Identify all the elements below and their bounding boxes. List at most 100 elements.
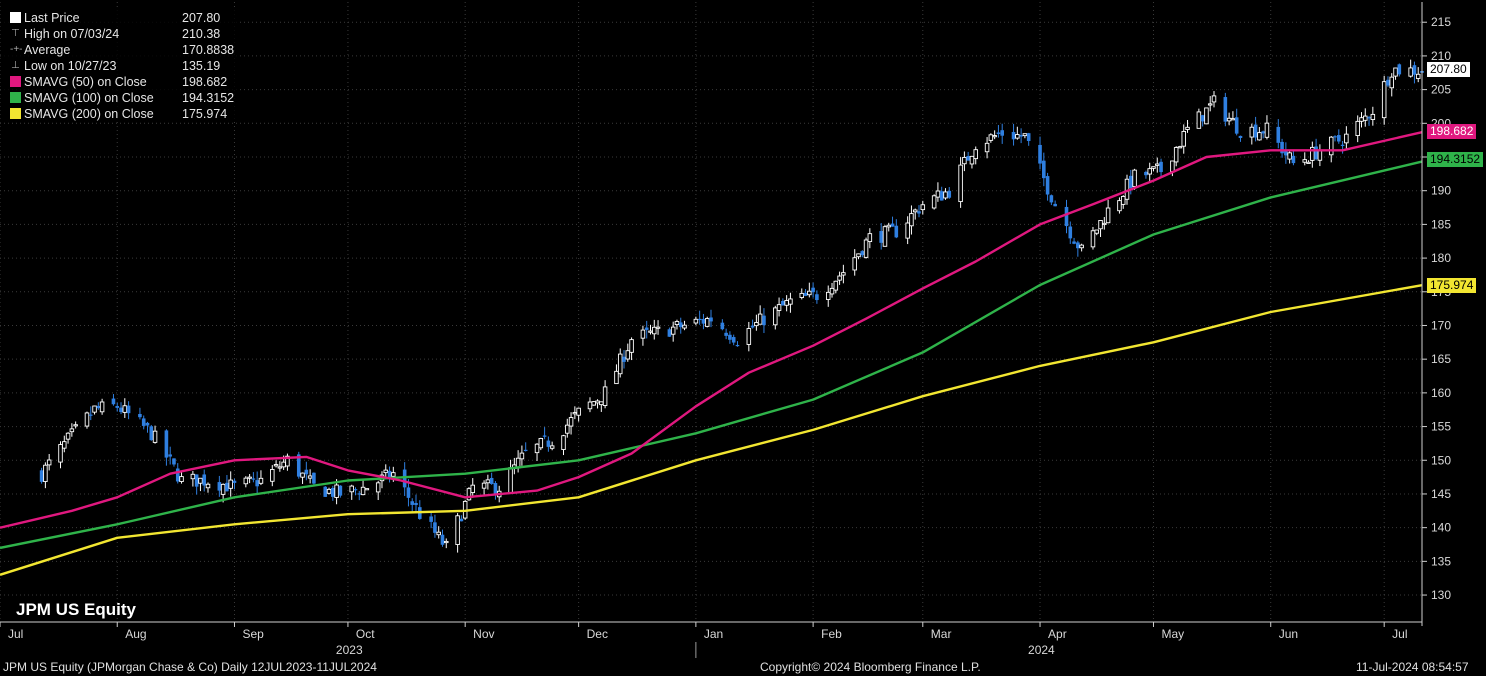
- candle-up: [841, 272, 846, 276]
- candle-down: [762, 315, 766, 326]
- candle-down: [1253, 124, 1258, 138]
- candle-down: [724, 332, 728, 336]
- candle-up: [912, 209, 918, 213]
- candle-down: [126, 405, 131, 414]
- candle-up: [92, 405, 97, 413]
- candle-up: [391, 472, 396, 477]
- candle-up: [205, 483, 211, 489]
- candle-down: [1159, 161, 1163, 173]
- y-tick-label: 160: [1431, 386, 1451, 400]
- candle-down: [429, 516, 433, 522]
- candle-up: [436, 531, 441, 536]
- candle-down: [459, 518, 464, 522]
- white-square-icon: [10, 12, 21, 23]
- candle-up: [837, 275, 842, 281]
- candle-down: [232, 480, 237, 483]
- y-tick-label: 190: [1431, 184, 1451, 198]
- candle-up: [882, 226, 888, 247]
- candle-down: [1128, 175, 1133, 189]
- candle-up: [1381, 81, 1387, 119]
- candle-up: [568, 417, 574, 427]
- candle-up: [784, 300, 789, 306]
- candle-down: [440, 534, 445, 545]
- low-marker-icon: ⊥: [11, 60, 20, 71]
- candle-down: [1011, 131, 1016, 140]
- candle-up: [1389, 76, 1394, 89]
- candle-down: [939, 191, 944, 201]
- candle-up: [485, 479, 491, 484]
- candle-up: [648, 330, 653, 333]
- candle-down: [149, 426, 154, 441]
- y-tick-label: 135: [1431, 554, 1451, 568]
- x-tick-label: Jan: [704, 627, 723, 641]
- footer-timestamp: 11-Jul-2024 08:54:57: [1356, 660, 1469, 674]
- candle-up: [1408, 67, 1413, 77]
- candle-down: [410, 501, 415, 505]
- candle-up: [519, 452, 525, 460]
- candle-up: [625, 350, 631, 360]
- candle-down: [894, 225, 899, 238]
- y-tick-label: 205: [1431, 83, 1451, 97]
- candle-up: [909, 213, 914, 227]
- candle-down: [1064, 206, 1069, 227]
- candle-up: [867, 233, 873, 243]
- candle-down: [304, 469, 309, 475]
- y-tick-label: 155: [1431, 420, 1451, 434]
- candle-down: [1386, 79, 1390, 86]
- candle-up: [243, 477, 249, 485]
- candle-up: [1393, 67, 1398, 77]
- candle-up: [640, 329, 646, 339]
- candle-up: [273, 464, 279, 467]
- candle-up: [1094, 229, 1100, 234]
- candle-up: [122, 405, 128, 413]
- x-tick-label: Dec: [587, 627, 608, 641]
- chart-legend: Last Price 207.80 ⊤ High on 07/03/24 210…: [4, 10, 240, 122]
- candle-up: [1181, 131, 1186, 147]
- candle-up: [1211, 95, 1217, 103]
- candle-down: [890, 223, 895, 227]
- candle-up: [674, 321, 680, 326]
- candle-up: [1155, 163, 1160, 166]
- candle-up: [886, 224, 892, 228]
- candle-up: [1151, 166, 1156, 169]
- y-tick-label: 170: [1431, 318, 1451, 332]
- candle-down: [720, 322, 725, 330]
- candle-down: [1340, 144, 1345, 146]
- candle-up: [920, 204, 926, 211]
- candle-up: [807, 290, 812, 296]
- candle-up: [962, 156, 967, 165]
- candle-up: [1415, 73, 1421, 79]
- legend-sma50: SMAVG (50) on Close 198.682: [4, 74, 240, 90]
- candle-up: [825, 291, 831, 300]
- candle-down: [701, 318, 706, 324]
- candle-up: [285, 455, 290, 467]
- candle-down: [1045, 176, 1050, 195]
- candle-down: [947, 190, 952, 198]
- candle-down: [1314, 146, 1318, 160]
- candle-up: [349, 485, 354, 493]
- footer-description: JPM US Equity (JPMorgan Chase & Co) Dail…: [3, 660, 377, 674]
- candle-up: [629, 339, 634, 353]
- candle-up: [1196, 111, 1202, 129]
- candle-down: [1000, 130, 1005, 136]
- candle-down: [402, 469, 407, 488]
- candle-down: [323, 486, 328, 497]
- candle-down: [387, 470, 392, 479]
- x-tick-label: Feb: [821, 627, 842, 641]
- candle-up: [943, 191, 948, 199]
- candle-down: [678, 322, 683, 328]
- candle-down: [735, 344, 740, 347]
- candle-down: [1276, 126, 1281, 143]
- candle-up: [198, 477, 203, 484]
- candle-up: [508, 467, 513, 494]
- candle-down: [39, 470, 44, 482]
- candle-up: [561, 435, 566, 450]
- candle-up: [481, 482, 487, 489]
- candle-up: [565, 424, 570, 434]
- candle-up: [375, 482, 381, 493]
- candle-up: [99, 401, 105, 413]
- legend-average: -+- Average 170.8838: [10, 43, 235, 57]
- year-label: 2023: [336, 643, 363, 657]
- x-tick-label: Sep: [242, 627, 264, 641]
- legend-high: ⊤ High on 07/03/24 210.38: [11, 27, 221, 41]
